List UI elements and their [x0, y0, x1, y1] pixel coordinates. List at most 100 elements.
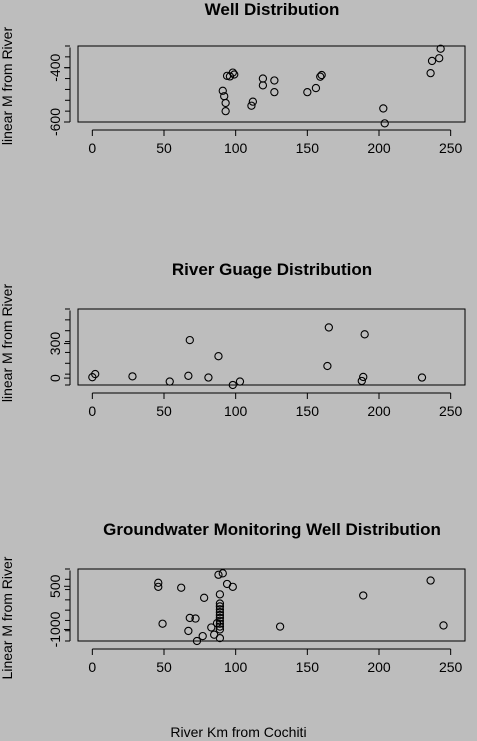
data-point	[228, 380, 237, 390]
x-tick-label: 100	[224, 659, 248, 675]
data-point	[316, 72, 325, 81]
data-point	[359, 372, 368, 382]
data-point	[215, 622, 225, 631]
data-point	[230, 70, 239, 79]
data-point	[192, 636, 202, 646]
plot-frame	[77, 568, 466, 642]
chart-title: Well Distribution	[205, 0, 340, 19]
plot-frame	[77, 308, 466, 386]
data-point	[214, 352, 223, 361]
x-tick-label: 100	[224, 140, 248, 156]
data-point	[359, 591, 368, 600]
data-point	[303, 87, 312, 97]
data-point	[275, 622, 285, 631]
x-tick-label: 50	[156, 659, 172, 675]
data-point	[270, 76, 279, 85]
data-point	[221, 98, 230, 108]
data-point	[417, 373, 427, 382]
data-point	[218, 86, 227, 95]
data-point	[214, 570, 223, 579]
data-point	[215, 613, 225, 623]
data-point	[317, 70, 326, 80]
data-point	[191, 614, 200, 623]
data-point	[177, 583, 186, 592]
shared-x-axis-title: River Km from Cochiti	[170, 724, 307, 740]
chart-panel-3: Groundwater Monitoring Well Distribution…	[0, 520, 466, 679]
data-point	[215, 590, 225, 599]
data-point	[221, 106, 230, 116]
data-point	[215, 610, 225, 620]
data-point	[258, 81, 268, 90]
data-point	[154, 582, 163, 592]
data-point	[215, 599, 225, 608]
x-tick-label: 0	[88, 403, 96, 419]
data-point	[426, 576, 435, 585]
data-point	[439, 621, 448, 630]
y-tick-label: -600	[47, 108, 63, 136]
data-point	[154, 578, 163, 587]
data-point	[215, 619, 225, 628]
x-tick-label: 0	[88, 140, 96, 156]
x-tick-label: 250	[439, 140, 463, 156]
plot-frame	[77, 45, 466, 123]
y-axis-label: Linear M from River	[0, 556, 15, 679]
data-point	[215, 605, 225, 614]
data-point	[215, 633, 225, 643]
data-point	[184, 626, 193, 636]
data-point	[435, 54, 444, 63]
x-tick-label: 0	[88, 659, 96, 675]
chart-panel-1: Well Distribution linear M from River 0 50 1…	[0, 0, 466, 156]
data-point	[324, 323, 333, 332]
data-point	[247, 101, 256, 110]
data-point	[165, 377, 174, 386]
y-tick-label: 0	[47, 374, 63, 382]
data-point	[258, 74, 268, 83]
data-point	[426, 68, 435, 78]
data-point	[91, 369, 100, 379]
data-point	[228, 68, 237, 77]
x-tick-label: 200	[367, 403, 391, 419]
y-axis-label: linear M from River	[0, 284, 15, 403]
x-tick-label: 150	[296, 403, 320, 419]
x-tick-label: 200	[367, 659, 391, 675]
x-tick-label: 250	[439, 403, 463, 419]
data-point	[323, 361, 332, 371]
chart-panel-2: River Guage Distribution linear M from Ri…	[0, 260, 466, 419]
y-tick-label: -1000	[47, 611, 63, 647]
data-point	[270, 87, 279, 97]
data-point	[198, 631, 207, 641]
x-tick-label: 100	[224, 403, 248, 419]
x-tick-label: 250	[439, 659, 463, 675]
chart-title: River Guage Distribution	[172, 260, 372, 279]
data-point	[185, 613, 194, 623]
y-tick-label: 500	[47, 574, 63, 598]
data-point	[185, 335, 194, 345]
data-point	[228, 582, 237, 592]
data-point	[235, 377, 245, 386]
x-tick-label: 50	[156, 140, 172, 156]
data-point	[215, 602, 225, 611]
data-point	[218, 569, 227, 578]
data-point	[215, 625, 225, 634]
data-point	[311, 83, 321, 93]
data-point	[158, 619, 167, 628]
data-point	[360, 330, 369, 339]
data-point	[204, 373, 213, 382]
x-tick-label: 200	[367, 140, 391, 156]
data-point	[215, 608, 225, 617]
data-point	[427, 56, 437, 66]
chart-title: Groundwater Monitoring Well Distribution	[103, 520, 441, 539]
data-point	[379, 104, 388, 113]
x-tick-label: 150	[296, 140, 320, 156]
data-point	[184, 371, 193, 380]
y-axis-label: linear M from River	[0, 27, 15, 146]
data-point	[248, 97, 258, 106]
x-tick-label: 50	[156, 403, 172, 419]
data-point	[380, 119, 389, 128]
y-tick-label: -400	[47, 53, 63, 81]
x-tick-label: 150	[296, 659, 320, 675]
data-point	[357, 376, 366, 386]
data-point	[207, 623, 216, 632]
data-point	[199, 593, 209, 602]
